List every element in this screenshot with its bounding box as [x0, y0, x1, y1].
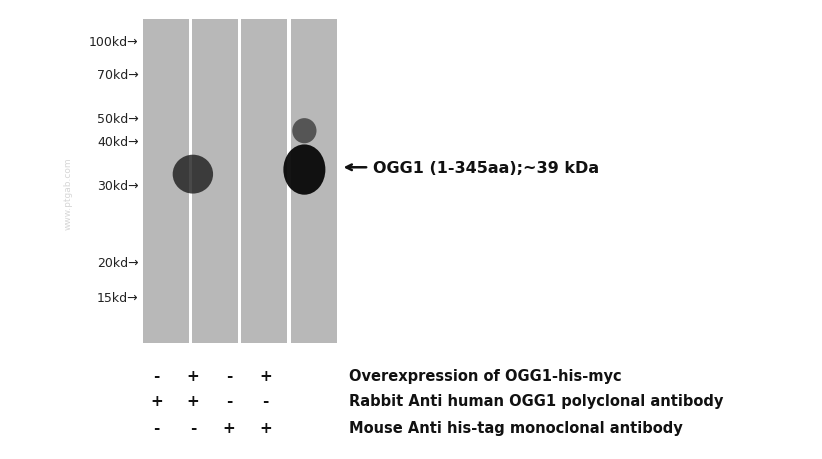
Bar [143, 20, 189, 343]
Text: +: + [259, 368, 272, 383]
Text: www.ptgab.com: www.ptgab.com [64, 157, 73, 229]
Bar [242, 20, 288, 343]
Text: Mouse Anti his-tag monoclonal antibody: Mouse Anti his-tag monoclonal antibody [349, 420, 682, 436]
Text: 20kd→: 20kd→ [97, 257, 139, 270]
Bar [291, 20, 337, 343]
Text: -: - [190, 420, 196, 436]
Text: 70kd→: 70kd→ [97, 69, 139, 82]
Text: +: + [223, 420, 236, 436]
Text: 100kd→: 100kd→ [89, 36, 139, 49]
Text: -: - [226, 368, 233, 383]
Text: -: - [154, 368, 159, 383]
Text: Rabbit Anti human OGG1 polyclonal antibody: Rabbit Anti human OGG1 polyclonal antibo… [349, 393, 723, 408]
Text: +: + [150, 393, 163, 408]
Text: +: + [259, 420, 272, 436]
Text: +: + [187, 368, 199, 383]
Text: -: - [226, 393, 233, 408]
Text: +: + [187, 393, 199, 408]
Text: Overexpression of OGG1-his-myc: Overexpression of OGG1-his-myc [349, 368, 621, 383]
Ellipse shape [173, 155, 213, 194]
Text: 40kd→: 40kd→ [97, 135, 139, 148]
Text: 50kd→: 50kd→ [97, 112, 139, 126]
Text: 30kd→: 30kd→ [97, 179, 139, 193]
Text: 15kd→: 15kd→ [97, 291, 139, 304]
Ellipse shape [293, 119, 316, 144]
Text: -: - [262, 393, 269, 408]
Text: -: - [154, 420, 159, 436]
Ellipse shape [284, 145, 326, 195]
Text: OGG1 (1-345aa);~39 kDa: OGG1 (1-345aa);~39 kDa [373, 161, 599, 175]
Bar [192, 20, 238, 343]
